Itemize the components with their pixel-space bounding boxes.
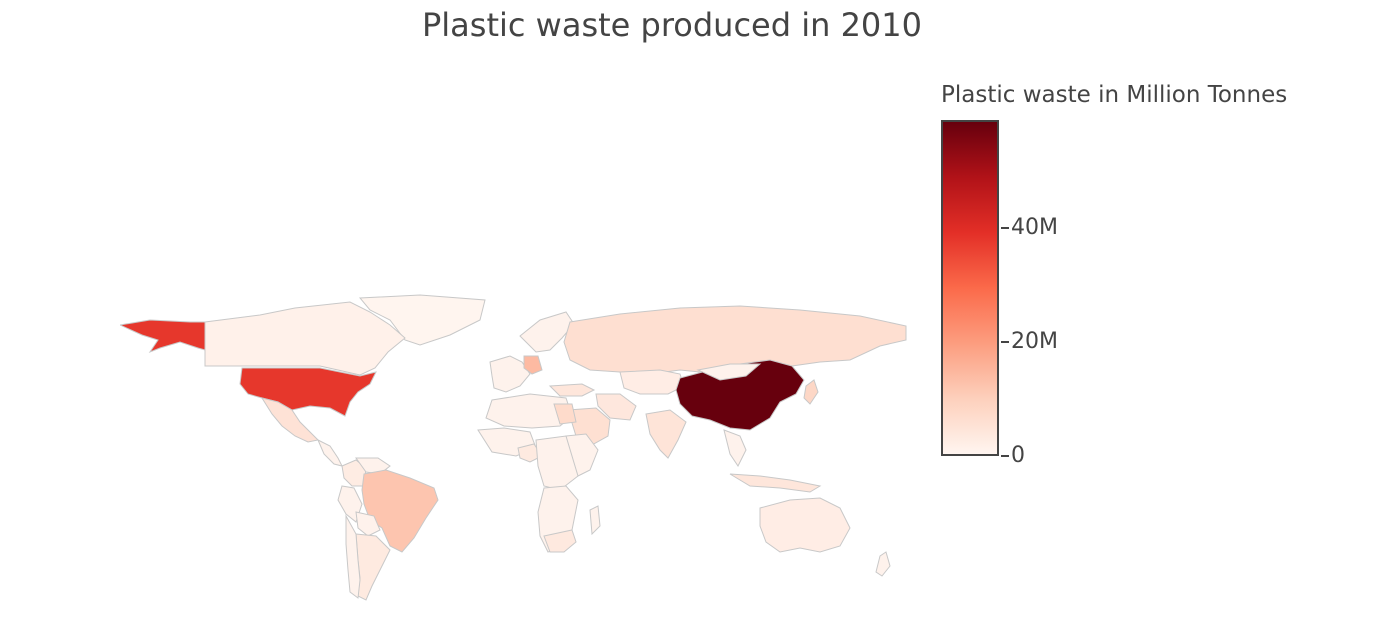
country-brazil (361, 469, 439, 553)
country-germany (523, 355, 543, 375)
country-iran (595, 393, 637, 421)
country-new-zealand (875, 551, 891, 577)
colorbar-title: Plastic waste in Million Tonnes (941, 82, 1288, 108)
colorbar-gradient (941, 120, 999, 456)
country-japan (803, 379, 819, 405)
map-layer (120, 294, 907, 601)
country-canada (204, 301, 406, 376)
country-united-states (239, 367, 377, 417)
country-turkey (548, 383, 596, 397)
world-map (120, 294, 907, 601)
country-kazakhstan (619, 369, 685, 395)
country-egypt (553, 403, 577, 425)
country-europe-west (489, 355, 531, 393)
country-chile (345, 514, 361, 599)
country-mongolia (696, 363, 762, 381)
country-southeast-asia (723, 429, 747, 467)
country-central-america (317, 438, 343, 467)
country-india (645, 409, 687, 459)
country-alaska (120, 319, 206, 354)
country-nigeria (517, 443, 543, 463)
country-russia (563, 305, 907, 375)
country-indonesia (729, 473, 822, 493)
chart-title: Plastic waste produced in 2010 (421, 6, 922, 44)
country-south-africa (543, 529, 577, 553)
country-north-africa (485, 393, 573, 429)
country-east-africa (565, 433, 599, 477)
country-bolivia (355, 511, 381, 537)
country-argentina (355, 533, 391, 601)
country-greenland (358, 294, 486, 346)
colorbar-tick: 20M (1001, 331, 1058, 353)
colorbar-tick: 40M (1001, 217, 1058, 239)
country-australia (759, 497, 851, 553)
colorbar-tick: 0 (1001, 445, 1025, 467)
country-madagascar (589, 505, 601, 536)
country-china (675, 359, 805, 431)
